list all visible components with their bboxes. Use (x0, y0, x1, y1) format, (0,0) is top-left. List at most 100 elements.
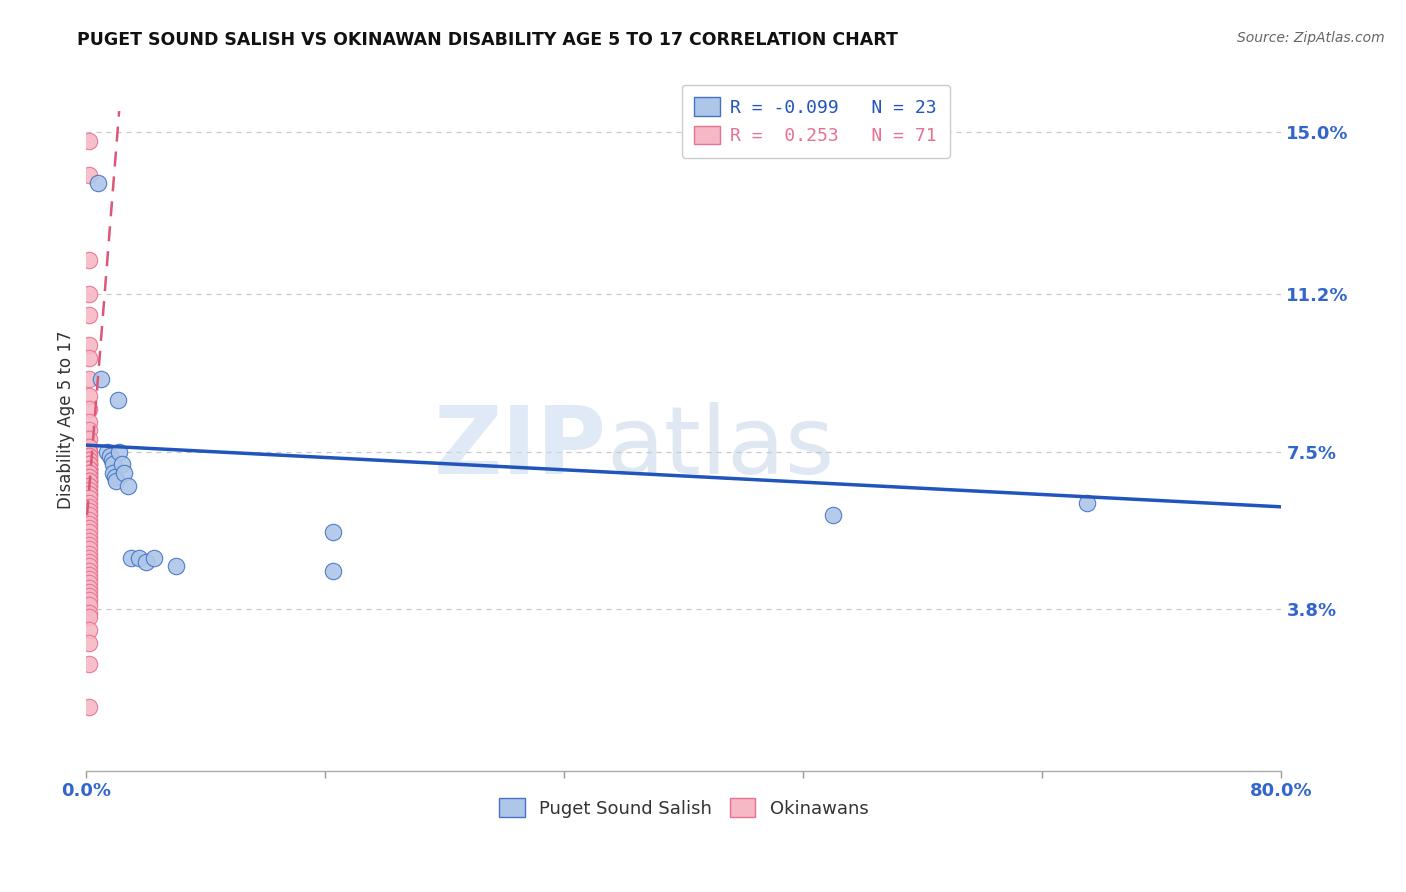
Point (322, 525, 344, 540)
Point (77, 466, 100, 480)
Point (77, 287, 100, 301)
Point (77, 449, 100, 463)
Point (77, 351, 100, 365)
Point (77, 568, 100, 582)
Point (77, 449, 100, 463)
Point (77, 423, 100, 437)
Point (100, 453, 122, 467)
Point (90, 372, 112, 386)
Point (77, 487, 100, 501)
Point (77, 432, 100, 446)
Text: ZIP: ZIP (433, 401, 606, 493)
Point (111, 458, 134, 472)
Point (112, 466, 135, 480)
Point (77, 699, 100, 714)
Point (135, 555, 157, 569)
Point (77, 458, 100, 472)
Text: Source: ZipAtlas.com: Source: ZipAtlas.com (1237, 31, 1385, 45)
Point (77, 487, 100, 501)
Point (77, 483, 100, 497)
Point (77, 470, 100, 484)
Point (77, 606, 100, 620)
Point (77, 513, 100, 527)
Point (77, 461, 100, 475)
Point (77, 495, 100, 509)
Point (77, 453, 100, 467)
Point (77, 475, 100, 489)
Point (77, 491, 100, 506)
Legend: Puget Sound Salish, Okinawans: Puget Sound Salish, Okinawans (492, 791, 876, 825)
Point (77, 589, 100, 603)
Point (77, 475, 100, 489)
Point (77, 475, 100, 489)
Point (77, 478, 100, 492)
Point (77, 508, 100, 523)
Point (77, 253, 100, 268)
Point (77, 504, 100, 518)
Point (96, 444, 118, 458)
Text: atlas: atlas (606, 401, 834, 493)
Point (77, 525, 100, 540)
Point (77, 478, 100, 492)
Point (77, 440, 100, 454)
Y-axis label: Disability Age 5 to 17: Disability Age 5 to 17 (58, 330, 75, 508)
Point (142, 550, 165, 565)
Point (77, 516, 100, 531)
Point (77, 564, 100, 578)
Point (77, 470, 100, 484)
Point (77, 542, 100, 557)
Point (1076, 495, 1098, 509)
Point (77, 444, 100, 458)
Point (77, 466, 100, 480)
Point (77, 461, 100, 475)
Point (77, 309, 100, 323)
Point (128, 550, 150, 565)
Point (77, 550, 100, 565)
Point (105, 475, 128, 489)
Point (101, 458, 124, 472)
Point (77, 389, 100, 403)
Point (77, 624, 100, 638)
Point (77, 453, 100, 467)
Point (77, 610, 100, 624)
Point (108, 444, 131, 458)
Point (77, 458, 100, 472)
Point (77, 530, 100, 544)
Point (77, 415, 100, 429)
Point (77, 555, 100, 569)
Point (77, 572, 100, 586)
Point (77, 372, 100, 386)
Point (77, 401, 100, 416)
Point (98, 449, 121, 463)
Point (120, 550, 142, 565)
Point (77, 598, 100, 612)
Point (77, 538, 100, 552)
Point (77, 547, 100, 561)
Point (87, 177, 110, 191)
Point (77, 466, 100, 480)
Point (77, 134, 100, 148)
Point (101, 466, 124, 480)
Point (77, 444, 100, 458)
Point (77, 657, 100, 672)
Point (107, 393, 129, 408)
Point (77, 585, 100, 599)
Point (77, 533, 100, 548)
Point (77, 458, 100, 472)
Point (823, 508, 845, 523)
Point (77, 593, 100, 607)
Point (322, 564, 344, 578)
Point (77, 168, 100, 182)
Point (77, 521, 100, 535)
Point (77, 559, 100, 574)
Point (77, 636, 100, 650)
Point (77, 500, 100, 514)
Point (104, 470, 127, 484)
Point (77, 576, 100, 591)
Point (77, 581, 100, 595)
Point (77, 338, 100, 352)
Point (117, 478, 139, 492)
Text: PUGET SOUND SALISH VS OKINAWAN DISABILITY AGE 5 TO 17 CORRELATION CHART: PUGET SOUND SALISH VS OKINAWAN DISABILIT… (77, 31, 898, 49)
Point (77, 461, 100, 475)
Point (165, 559, 187, 574)
